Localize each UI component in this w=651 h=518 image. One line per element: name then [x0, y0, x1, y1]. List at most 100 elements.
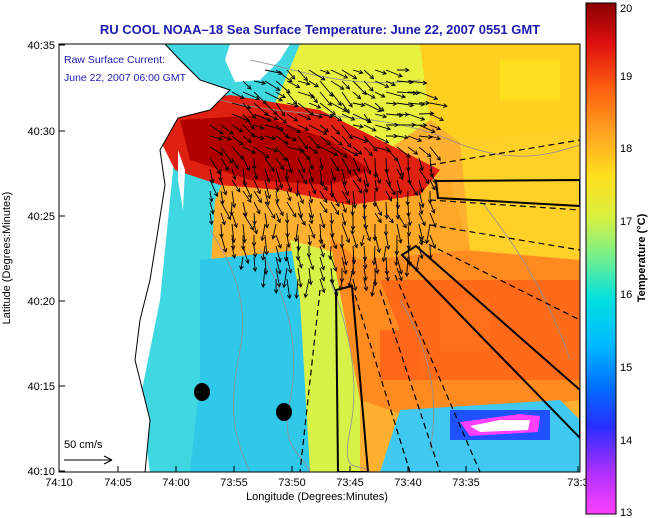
survey-lines	[299, 139, 580, 472]
current-vector-arrow	[385, 267, 390, 282]
current-vector-arrow	[385, 190, 392, 202]
current-vector-arrow	[319, 69, 331, 75]
current-vector-arrow	[231, 212, 238, 229]
current-vector-arrow	[275, 212, 281, 224]
current-vector-arrow	[253, 223, 259, 235]
current-vector-arrow	[374, 179, 379, 193]
current-vector-arrow	[239, 256, 244, 271]
current-vector-arrow	[341, 201, 347, 214]
current-vector-arrow	[395, 190, 401, 210]
current-vector-arrow	[308, 146, 319, 154]
current-vector-arrow	[374, 124, 392, 131]
current-vector-arrow	[363, 146, 373, 157]
current-vector-arrow	[429, 102, 448, 108]
y-tick-label: 40:25	[27, 211, 55, 223]
current-vector-arrow	[374, 168, 382, 185]
current-vector-arrow	[297, 80, 311, 86]
current-vector-arrow	[308, 113, 324, 119]
current-vector-arrow	[396, 67, 410, 73]
current-vector-arrow	[220, 212, 226, 226]
current-vector-arrow	[242, 157, 250, 172]
current-vector-arrow	[330, 80, 345, 90]
current-vector-arrow	[242, 124, 256, 138]
current-vector-arrow	[252, 256, 258, 273]
current-vector-arrow	[385, 212, 394, 224]
x-tick-label: 73:55	[220, 477, 248, 489]
current-vector-arrow	[407, 122, 428, 128]
current-vector-arrow	[275, 102, 286, 117]
current-vector-arrow	[429, 113, 445, 122]
current-vector-arrow	[275, 201, 284, 217]
x-tick-label: 73:40	[394, 477, 422, 489]
current-vector-arrow	[330, 256, 338, 272]
y-tick-label: 40:35	[27, 40, 55, 52]
current-vector-arrow	[341, 146, 359, 157]
current-vector-arrow	[275, 113, 288, 124]
current-vector-arrow	[264, 146, 279, 153]
current-vector-arrow	[308, 201, 315, 220]
current-vector-arrow	[352, 91, 362, 100]
current-vector-arrow	[253, 179, 261, 195]
current-vector-arrow	[407, 168, 412, 186]
current-vector-arrow	[308, 102, 322, 109]
current-vector-arrow	[396, 146, 411, 158]
current-vector-arrow	[363, 278, 369, 292]
current-vector-arrow	[341, 157, 352, 175]
current-vector-arrow	[275, 146, 288, 162]
current-vector-arrow	[329, 212, 335, 225]
current-vector-arrow	[218, 168, 223, 182]
current-vector-arrow	[407, 146, 419, 155]
current-vector-arrow	[385, 234, 391, 251]
current-vector-arrow	[374, 201, 383, 217]
current-vector-arrow	[303, 278, 310, 299]
current-vector-arrow	[341, 102, 350, 114]
current-vector-arrow	[208, 190, 214, 203]
scale-label: 50 cm/s	[64, 439, 103, 451]
current-vector-arrow	[341, 91, 353, 108]
current-vector-arrow	[414, 256, 420, 273]
current-vector-arrow	[231, 168, 237, 181]
current-vector-arrow	[341, 212, 347, 226]
current-vector-arrow	[394, 245, 399, 267]
current-vector-arrow	[319, 113, 334, 119]
land-sandy-hook	[178, 150, 185, 210]
current-vector-arrow	[308, 179, 317, 195]
current-vector-arrow	[209, 135, 223, 141]
y-tick-label: 40:20	[27, 296, 55, 308]
current-vector-arrow	[231, 179, 241, 193]
current-vector-arrow	[418, 146, 432, 158]
y-tick-label: 40:10	[27, 466, 55, 478]
current-vector-arrow	[352, 135, 369, 143]
current-vector-arrow	[297, 91, 316, 99]
current-vector-arrow	[429, 124, 442, 131]
current-vector-arrow	[374, 80, 390, 88]
current-vector-arrow	[293, 223, 299, 243]
current-vector-arrow	[286, 102, 300, 108]
current-vector-arrow	[407, 179, 418, 196]
current-vector-arrow	[209, 179, 219, 198]
current-vector-arrow	[385, 101, 398, 106]
current-vector-arrow	[297, 190, 304, 205]
line-box-east	[434, 178, 580, 208]
current-vector-arrow	[370, 278, 376, 297]
colorbar-tick-label: 14	[620, 435, 632, 447]
current-vector-arrow	[297, 168, 308, 185]
x-axis-ticks: 74:10 74:05 74:00 73:55 73:50 73:45 73:40 73:35…	[45, 466, 589, 489]
current-vector-arrow	[363, 135, 378, 152]
current-vector-arrow	[359, 234, 365, 247]
current-vector-arrow	[208, 212, 214, 226]
current-vector-arrow	[352, 157, 360, 173]
current-vector-arrow	[253, 80, 267, 86]
current-vector-arrow	[286, 278, 292, 300]
current-vector-arrow	[220, 234, 228, 253]
current-vector-arrow	[418, 234, 424, 246]
current-vector-arrow	[404, 256, 410, 278]
current-vector-arrow	[264, 157, 275, 172]
current-vector-arrow	[363, 179, 369, 194]
current-vector-arrow	[319, 234, 326, 249]
current-vector-arrow	[286, 201, 297, 218]
current-vector-arrow	[319, 201, 328, 214]
current-vector-arrow	[264, 91, 284, 102]
current-vector-arrow	[242, 135, 252, 143]
